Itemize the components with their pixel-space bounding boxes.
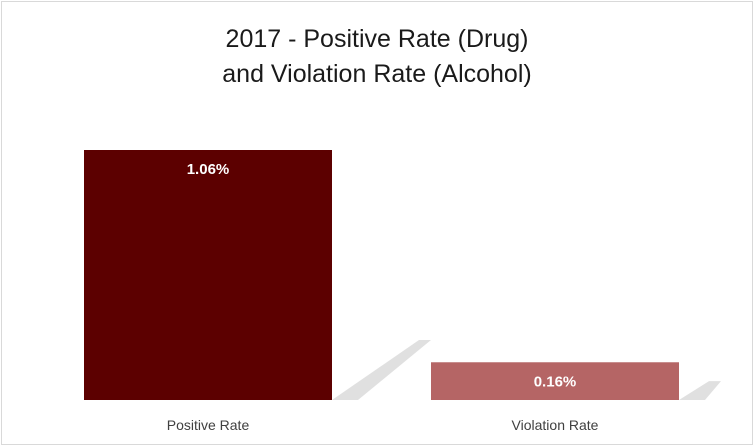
bar-shadow-1 (679, 381, 721, 400)
x-tick-label-0: Positive Rate (167, 417, 250, 433)
chart-title-line-2: and Violation Rate (Alcohol) (222, 60, 532, 88)
chart-title: 2017 - Positive Rate (Drug) and Violatio… (2, 22, 752, 92)
data-label-layer: 1.06% 0.16% (187, 161, 577, 390)
data-label-1: 0.16% (534, 373, 577, 390)
tick-label-layer: Positive Rate Violation Rate (167, 417, 599, 433)
bar-shadow-layer (332, 340, 721, 400)
bar-violation-rate (431, 362, 679, 400)
bar-positive-rate (84, 150, 332, 400)
x-tick-label-1: Violation Rate (512, 417, 599, 433)
bar-layer (84, 150, 679, 400)
data-label-0: 1.06% (187, 161, 230, 178)
chart-title-line-1: 2017 - Positive Rate (Drug) (225, 25, 529, 53)
bar-shadow-0 (332, 340, 431, 400)
